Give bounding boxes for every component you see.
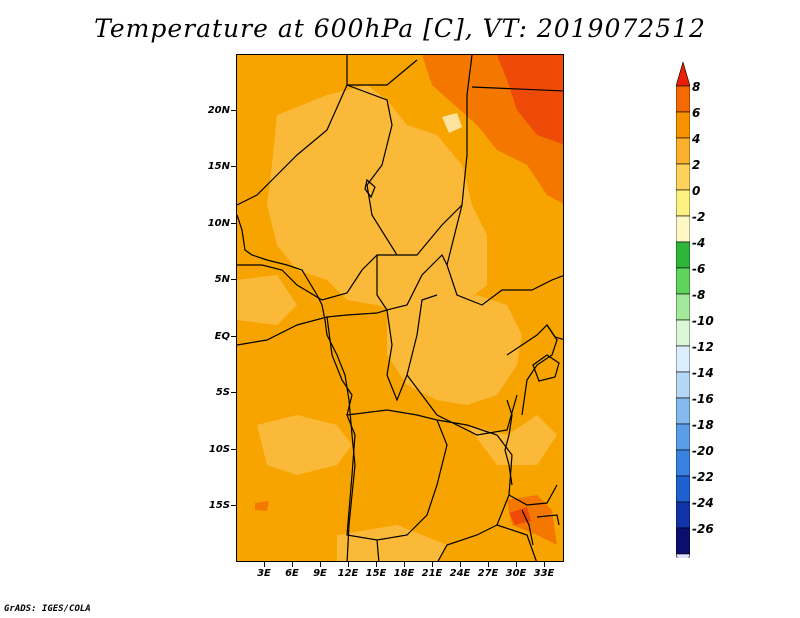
colorbar-segment (676, 345, 690, 373)
colorbar-label: -12 (692, 340, 714, 354)
colorbar-segment (676, 475, 690, 503)
y-tick (231, 223, 236, 224)
y-label-10s: 10S (208, 444, 230, 455)
colorbar-label: -16 (692, 392, 714, 406)
x-label-27e: 27E (477, 568, 499, 579)
colorbar-label: -24 (692, 496, 714, 510)
colorbar-label: -20 (692, 444, 714, 458)
x-label-3e: 3E (257, 568, 271, 579)
west-coast-light-region (237, 275, 297, 325)
y-tick (231, 392, 236, 393)
map-canvas (237, 55, 563, 561)
x-tick (488, 562, 489, 567)
y-label-20n: 20N (207, 105, 230, 116)
colorbar-label: -22 (692, 470, 714, 484)
x-tick (460, 562, 461, 567)
northeast-hottest-region (497, 55, 563, 145)
y-label-5s: 5S (215, 387, 230, 398)
colorbar-segment (676, 319, 690, 347)
colorbar-segment (676, 553, 690, 558)
temperature-map (236, 54, 564, 562)
colorbar-label: -18 (692, 418, 714, 432)
y-label-eq: EQ (214, 331, 230, 342)
grads-credit: GrADS: IGES/COLA (4, 604, 91, 614)
x-tick (404, 562, 405, 567)
colorbar-label: -14 (692, 366, 714, 380)
x-tick (320, 562, 321, 567)
y-tick (231, 449, 236, 450)
lakes (364, 178, 560, 546)
colorbar-label: -4 (692, 236, 706, 250)
colorbar-label: 8 (692, 80, 701, 94)
x-tick (544, 562, 545, 567)
x-tick (376, 562, 377, 567)
west-hot-spot (255, 501, 269, 511)
y-tick (231, 336, 236, 337)
southern-light-region (337, 525, 447, 561)
x-label-33e: 33E (533, 568, 555, 579)
colorbar-segment (676, 501, 690, 529)
coastline (237, 214, 356, 561)
colorbar-segment (676, 163, 690, 191)
pale-spot (442, 113, 462, 133)
colorbar (676, 62, 690, 558)
x-label-12e: 12E (337, 568, 359, 579)
y-tick (231, 505, 236, 506)
colorbar-segment (676, 111, 690, 139)
colorbar-label: -2 (692, 210, 706, 224)
y-tick (231, 166, 236, 167)
map-title: Temperature at 600hPa [C], VT: 201907251… (94, 14, 706, 43)
x-tick (432, 562, 433, 567)
y-label-15n: 15N (207, 161, 230, 172)
colorbar-label: 4 (692, 132, 701, 146)
central-light-region (387, 295, 522, 405)
x-label-24e: 24E (449, 568, 471, 579)
southeast-hot-core (509, 507, 531, 525)
colorbar-label: 2 (692, 158, 701, 172)
y-tick (231, 279, 236, 280)
y-label-15s: 15S (208, 500, 230, 511)
southwest-light-region (257, 415, 352, 475)
x-label-15e: 15E (365, 568, 387, 579)
colorbar-segment (676, 85, 690, 113)
x-label-6e: 6E (285, 568, 299, 579)
y-label-5n: 5N (214, 274, 230, 285)
colorbar-segment (676, 371, 690, 399)
southeast-hot-region (507, 495, 557, 545)
x-label-18e: 18E (393, 568, 415, 579)
colorbar-segment (676, 267, 690, 295)
x-label-9e: 9E (313, 568, 327, 579)
colorbar-segment (676, 293, 690, 321)
colorbar-segment (676, 215, 690, 243)
colorbar-segment (676, 137, 690, 165)
x-tick (292, 562, 293, 567)
colorbar-segment (676, 397, 690, 425)
x-tick (516, 562, 517, 567)
y-label-10n: 10N (207, 218, 230, 229)
sahel-light-region (267, 85, 487, 317)
colorbar-label: 0 (692, 184, 701, 198)
colorbar-label: -26 (692, 522, 714, 536)
colorbar-segment (676, 241, 690, 269)
x-label-21e: 21E (421, 568, 443, 579)
east-light-region (467, 415, 557, 465)
y-tick (231, 110, 236, 111)
x-label-30e: 30E (505, 568, 527, 579)
colorbar-segment (676, 62, 690, 87)
colorbar-segment (676, 189, 690, 217)
x-tick (348, 562, 349, 567)
colorbar-segment (676, 527, 690, 555)
colorbar-label: -6 (692, 262, 706, 276)
colorbar-label: -10 (692, 314, 714, 328)
colorbar-segment (676, 423, 690, 451)
colorbar-segment (676, 449, 690, 477)
colorbar-label: -8 (692, 288, 706, 302)
x-tick (264, 562, 265, 567)
colorbar-label: 6 (692, 106, 701, 120)
